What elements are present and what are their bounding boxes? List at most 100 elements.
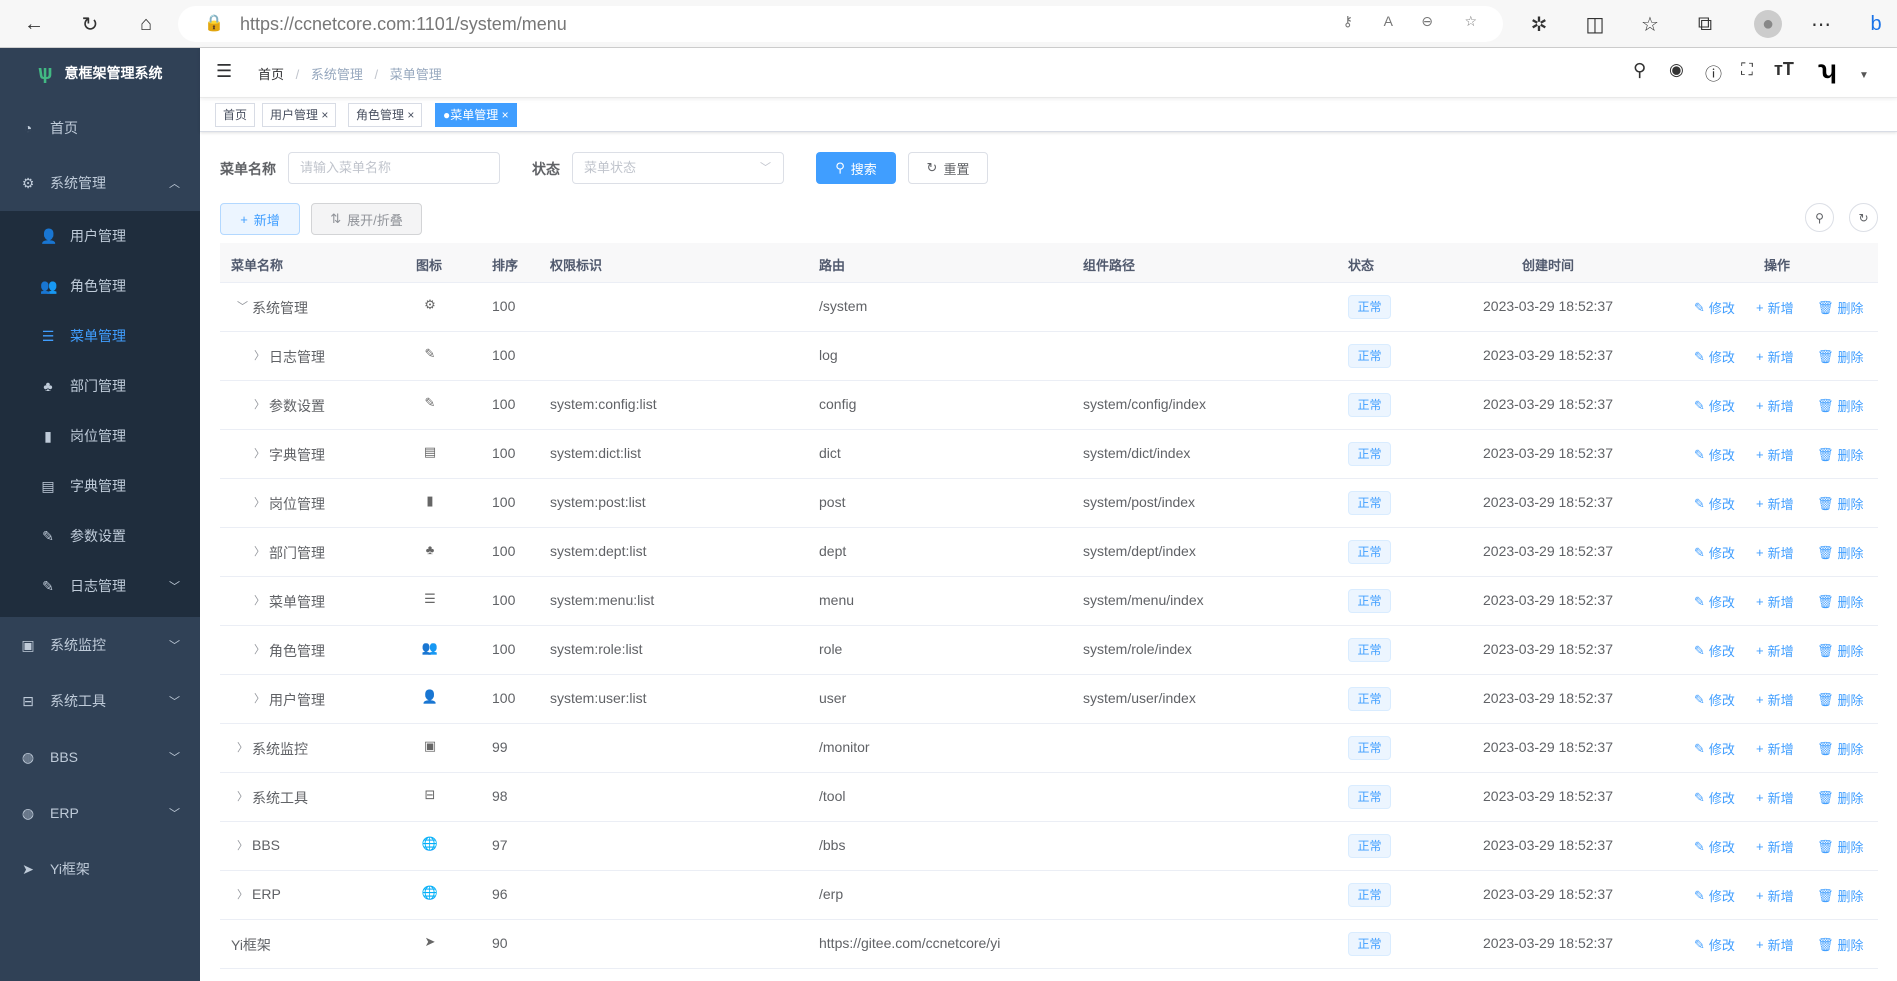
edit-button[interactable]: ✎ 修改 <box>1694 593 1735 611</box>
expand-arrow-icon[interactable]: 〉 <box>237 742 248 755</box>
key-icon[interactable]: ⚷ <box>1342 13 1353 29</box>
menu-name-input[interactable]: 请输入菜单名称 <box>288 152 500 184</box>
refresh-icon[interactable]: ↻ <box>81 13 99 36</box>
caret-down-icon[interactable]: ▼ <box>1859 70 1869 81</box>
expand-collapse-button[interactable]: ⇅ 展开/折叠 <box>311 203 422 235</box>
sidebar-item[interactable]: ▤ 字典管理 <box>0 461 200 511</box>
toggle-search-button[interactable]: ⚲ <box>1805 203 1834 232</box>
add-child-button[interactable]: + 新增 <box>1756 839 1794 856</box>
edit-button[interactable]: ✎ 修改 <box>1694 544 1735 562</box>
delete-button[interactable]: 🗑 删除 <box>1817 397 1864 415</box>
edit-button[interactable]: ✎ 修改 <box>1694 397 1735 415</box>
tag-user[interactable]: 用户管理 × <box>262 103 337 127</box>
add-child-button[interactable]: + 新增 <box>1756 594 1794 611</box>
expand-arrow-icon[interactable]: 〉 <box>254 448 265 460</box>
sidebar-item[interactable]: ▣ 系统监控 ﹀ <box>0 617 200 673</box>
address-bar[interactable]: 🔒 https://ccnetcore.com:1101/system/menu… <box>178 6 1503 42</box>
sidebar-item[interactable]: ⊟ 系统工具 ﹀ <box>0 673 200 729</box>
fullscreen-icon[interactable]: ⛶ <box>1741 60 1753 79</box>
edit-button[interactable]: ✎ 修改 <box>1694 642 1735 660</box>
split-screen-icon[interactable]: ◫ <box>1585 13 1605 36</box>
delete-button[interactable]: 🗑 删除 <box>1817 593 1864 611</box>
collections-icon[interactable]: ⧉ <box>1697 12 1713 35</box>
delete-button[interactable]: 🗑 删除 <box>1817 348 1864 366</box>
expand-arrow-icon[interactable]: 〉 <box>254 693 265 706</box>
reset-button[interactable]: ↻ 重置 <box>908 152 988 184</box>
breadcrumb-home[interactable]: 首页 <box>258 67 285 82</box>
edit-button[interactable]: ✎ 修改 <box>1694 495 1735 513</box>
sidebar-item[interactable]: 👤 用户管理 <box>0 211 200 261</box>
help-icon[interactable]: ⓘ <box>1705 65 1722 84</box>
github-icon[interactable]: ◉ <box>1669 60 1684 79</box>
expand-arrow-icon[interactable]: ﹀ <box>237 301 248 313</box>
add-child-button[interactable]: + 新增 <box>1756 692 1794 709</box>
sidebar-item[interactable]: ➤ Yi框架 <box>0 841 200 897</box>
expand-arrow-icon[interactable]: 〉 <box>254 644 265 657</box>
delete-button[interactable]: 🗑 删除 <box>1817 544 1864 562</box>
sidebar-item[interactable]: ⚙ 系统管理 ︿ <box>0 155 200 211</box>
sidebar-item[interactable]: ▮ 岗位管理 <box>0 411 200 461</box>
home-icon[interactable]: ⌂ <box>139 12 153 35</box>
expand-arrow-icon[interactable]: 〉 <box>254 546 265 559</box>
expand-arrow-icon[interactable]: 〉 <box>254 350 265 362</box>
add-child-button[interactable]: + 新增 <box>1756 349 1794 365</box>
expand-arrow-icon[interactable]: 〉 <box>254 595 265 608</box>
profile-avatar[interactable]: ● <box>1754 10 1782 38</box>
delete-button[interactable]: 🗑 删除 <box>1817 495 1864 513</box>
expand-arrow-icon[interactable]: 〉 <box>237 889 248 902</box>
sidebar-item[interactable]: ✎ 日志管理 ﹀ <box>0 561 200 611</box>
add-child-button[interactable]: + 新增 <box>1756 496 1794 513</box>
sidebar-item[interactable]: 👥 角色管理 <box>0 261 200 311</box>
add-child-button[interactable]: + 新增 <box>1756 790 1794 807</box>
edit-button[interactable]: ✎ 修改 <box>1694 348 1735 366</box>
refresh-table-button[interactable]: ↻ <box>1849 203 1878 232</box>
user-avatar[interactable]: ʮ <box>1818 54 1837 84</box>
edit-button[interactable]: ✎ 修改 <box>1694 838 1735 856</box>
delete-button[interactable]: 🗑 删除 <box>1817 838 1864 856</box>
edit-button[interactable]: ✎ 修改 <box>1694 691 1735 709</box>
sidebar-item[interactable]: ◔ 首页 <box>0 100 200 156</box>
favorites-icon[interactable]: ☆ <box>1641 13 1659 36</box>
sidebar-item[interactable]: ◍ BBS ﹀ <box>0 729 200 785</box>
delete-button[interactable]: 🗑 删除 <box>1817 446 1864 464</box>
delete-button[interactable]: 🗑 删除 <box>1817 642 1864 660</box>
expand-arrow-icon[interactable]: 〉 <box>254 497 265 510</box>
edit-button[interactable]: ✎ 修改 <box>1694 789 1735 807</box>
more-icon[interactable]: ⋯ <box>1811 13 1831 36</box>
delete-button[interactable]: 🗑 删除 <box>1817 887 1864 905</box>
add-child-button[interactable]: + 新增 <box>1756 545 1794 562</box>
delete-button[interactable]: 🗑 删除 <box>1817 789 1864 807</box>
sidebar-item[interactable]: ♣ 部门管理 <box>0 361 200 411</box>
hamburger-icon[interactable]: ☰ <box>216 61 233 81</box>
search-button[interactable]: ⚲ 搜索 <box>816 152 896 184</box>
delete-button[interactable]: 🗑 删除 <box>1817 299 1864 317</box>
sidebar-item[interactable]: ☰ 菜单管理 <box>0 311 200 361</box>
delete-button[interactable]: 🗑 删除 <box>1817 936 1864 954</box>
tag-menu[interactable]: ●菜单管理 × <box>435 103 517 127</box>
edit-button[interactable]: ✎ 修改 <box>1694 887 1735 905</box>
close-icon[interactable]: × <box>321 108 329 122</box>
add-child-button[interactable]: + 新增 <box>1756 741 1794 758</box>
add-child-button[interactable]: + 新增 <box>1756 643 1794 660</box>
tag-home[interactable]: 首页 <box>215 103 256 127</box>
delete-button[interactable]: 🗑 删除 <box>1817 740 1864 758</box>
zoom-out-icon[interactable]: ⊖ <box>1421 13 1433 29</box>
edit-button[interactable]: ✎ 修改 <box>1694 740 1735 758</box>
font-size-icon[interactable]: тT <box>1774 59 1794 79</box>
add-child-button[interactable]: + 新增 <box>1756 888 1794 905</box>
edit-button[interactable]: ✎ 修改 <box>1694 936 1735 954</box>
back-icon[interactable]: ← <box>24 12 44 35</box>
add-child-button[interactable]: + 新增 <box>1756 447 1794 463</box>
delete-button[interactable]: 🗑 删除 <box>1817 691 1864 709</box>
sidebar-item[interactable]: ◍ ERP ﹀ <box>0 785 200 841</box>
edit-button[interactable]: ✎ 修改 <box>1694 446 1735 464</box>
extensions-icon[interactable]: ✲ <box>1530 13 1548 36</box>
tag-role[interactable]: 角色管理 × <box>348 103 423 127</box>
expand-arrow-icon[interactable]: 〉 <box>254 399 265 411</box>
add-favorite-icon[interactable]: ☆ <box>1464 13 1477 29</box>
expand-arrow-icon[interactable]: 〉 <box>237 840 248 853</box>
add-button[interactable]: + 新增 <box>220 203 300 235</box>
search-icon[interactable]: ⚲ <box>1633 60 1647 80</box>
sidebar-item[interactable]: ✎ 参数设置 <box>0 511 200 561</box>
add-child-button[interactable]: + 新增 <box>1756 300 1794 316</box>
